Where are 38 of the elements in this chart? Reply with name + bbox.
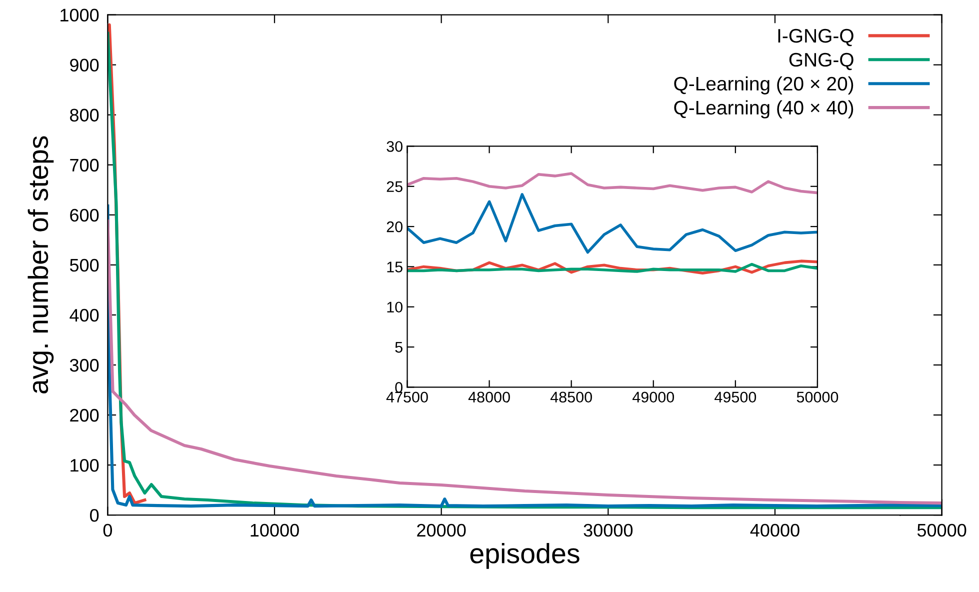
x-axis-title: episodes (470, 542, 580, 569)
y-tick-label: 800 (70, 108, 99, 122)
y-tick-label: 1000 (60, 8, 99, 22)
y-tick-label: 10 (387, 302, 402, 313)
y-axis-title: avg. number of steps (28, 136, 54, 394)
legend-label: GNG-Q (789, 52, 854, 70)
y-tick-label: 500 (70, 258, 99, 272)
y-tick-label: 20 (386, 221, 402, 232)
y-tick-label: 300 (70, 358, 99, 372)
line-series (407, 172, 818, 194)
y-tick-label: 30 (386, 141, 402, 152)
y-tick-label: 0 (90, 508, 99, 522)
x-tick-label: 20000 (417, 524, 466, 537)
y-tick-label: 400 (70, 308, 99, 322)
x-tick-label: 48500 (550, 392, 592, 403)
y-tick-label: 900 (70, 58, 99, 72)
x-tick-label: 47500 (386, 392, 428, 403)
y-tick-label: 15 (387, 262, 402, 272)
legend-label: I-GNG-Q (778, 28, 854, 46)
x-tick-label: 40000 (750, 524, 800, 537)
y-tick-label: 5 (395, 342, 402, 353)
y-tick-label: 700 (70, 158, 99, 172)
x-tick-label: 30000 (584, 524, 633, 537)
line-series (407, 262, 818, 273)
x-tick-label: 10000 (250, 524, 299, 537)
line-series (407, 193, 818, 254)
legend-label: Q-Learning (20 × 20) (674, 76, 854, 94)
y-tick-label: 100 (70, 458, 99, 472)
y-tick-label: 600 (70, 208, 99, 222)
legend-label: Q-Learning (40 × 40) (674, 100, 854, 118)
y-tick-label: 200 (70, 408, 99, 422)
x-tick-label: 49500 (714, 392, 756, 403)
x-tick-label: 48000 (468, 392, 510, 403)
x-tick-label: 50000 (917, 524, 966, 537)
x-tick-label: 49000 (632, 392, 674, 403)
x-tick-label: 0 (103, 524, 112, 537)
x-tick-label: 50000 (796, 392, 838, 403)
y-tick-label: 25 (386, 181, 402, 192)
